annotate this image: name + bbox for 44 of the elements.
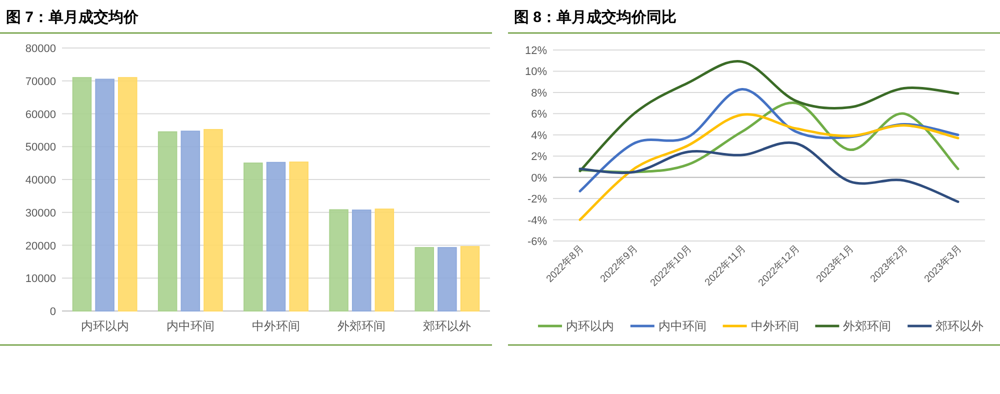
y-tick-label: 4% xyxy=(531,130,548,142)
bar xyxy=(244,162,263,312)
bar xyxy=(438,247,457,312)
y-tick-label: 50000 xyxy=(25,142,56,154)
y-tick-label: 70000 xyxy=(25,76,56,88)
y-tick-label: 2% xyxy=(531,151,548,164)
y-tick-label: 12% xyxy=(524,45,548,57)
x-tick-label: 内中环间 xyxy=(166,319,214,333)
y-tick-label: 80000 xyxy=(25,43,56,55)
bar xyxy=(266,162,286,312)
bar xyxy=(460,246,480,312)
y-tick-label: 0 xyxy=(50,306,56,318)
bar xyxy=(180,130,200,312)
y-tick-label: 6% xyxy=(531,108,548,121)
y-tick-label: 10000 xyxy=(25,273,56,286)
x-tick-label: 内环以内 xyxy=(80,319,129,333)
bar xyxy=(158,131,178,312)
bar xyxy=(72,77,92,312)
bar xyxy=(204,129,223,312)
bar xyxy=(374,208,394,312)
y-tick-label: 10% xyxy=(524,66,548,78)
bar xyxy=(329,209,348,312)
y-tick-label: 40000 xyxy=(25,174,56,186)
bar xyxy=(118,77,138,312)
bar xyxy=(95,78,114,312)
line-series xyxy=(578,60,960,172)
y-tick-label: -6% xyxy=(527,236,548,248)
y-tick-label: -2% xyxy=(527,194,548,206)
y-tick-label: 0% xyxy=(531,172,548,184)
line-series xyxy=(578,141,960,203)
y-tick-label: 60000 xyxy=(25,108,56,121)
chart-title: 图 7：单月成交均价 xyxy=(6,8,140,26)
y-tick-label: 30000 xyxy=(25,207,56,220)
y-tick-label: 8% xyxy=(531,87,548,100)
chart-title: 图 8：单月成交均价同比 xyxy=(514,8,677,26)
y-tick-label: -4% xyxy=(527,214,548,227)
bar xyxy=(414,247,434,312)
line-series xyxy=(578,113,960,222)
bar xyxy=(352,210,372,312)
x-tick-label: 郊环以外 xyxy=(423,319,472,333)
x-tick-label: 外郊环间 xyxy=(338,319,386,333)
y-tick-label: 20000 xyxy=(25,240,56,252)
x-tick-label: 中外环间 xyxy=(252,319,300,333)
bar xyxy=(289,162,308,312)
